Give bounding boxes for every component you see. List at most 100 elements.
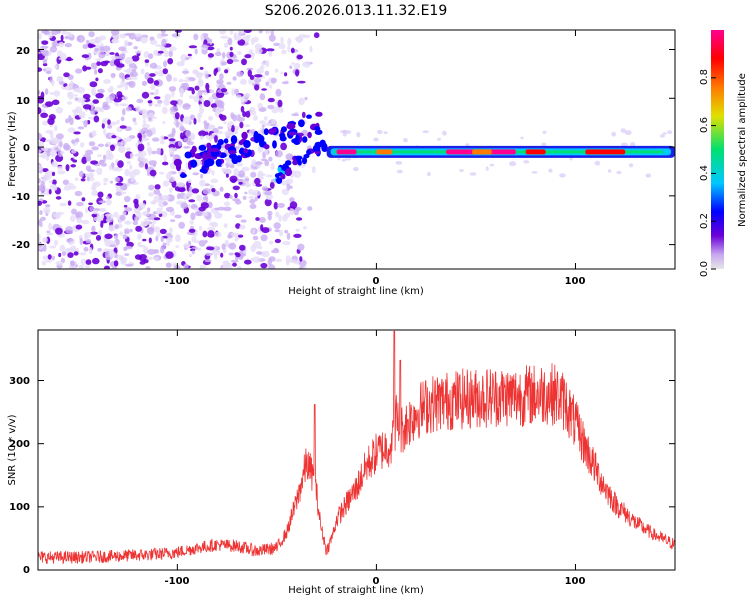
noise-blob (465, 143, 470, 147)
ridge-blob (210, 147, 219, 153)
noise-blob (149, 169, 157, 177)
noise-blob (42, 58, 48, 64)
noise-blob (234, 88, 239, 95)
noise-blob (212, 128, 219, 133)
noise-blob (256, 251, 263, 255)
noise-blob (177, 140, 183, 147)
noise-blob (63, 72, 70, 78)
noise-blob (226, 58, 234, 65)
noise-blob (95, 77, 99, 82)
ridge-blob (191, 145, 197, 153)
noise-blob (253, 77, 262, 83)
noise-blob (112, 167, 118, 172)
noise-blob (251, 159, 257, 167)
noise-blob (199, 135, 204, 140)
colorbar-tick-label: 0.0 (699, 261, 710, 277)
noise-blob (243, 250, 247, 254)
noise-blob (249, 203, 257, 209)
noise-blob (344, 130, 352, 134)
noise-blob (197, 112, 203, 119)
noise-blob (38, 219, 43, 227)
noise-blob (247, 69, 252, 77)
noise-blob (149, 62, 158, 69)
ridge-blob (259, 139, 265, 148)
noise-blob (294, 36, 304, 42)
noise-blob (81, 54, 90, 58)
noise-blob (72, 159, 78, 163)
noise-blob (155, 209, 164, 215)
noise-blob (185, 56, 190, 61)
noise-blob (163, 98, 170, 106)
noise-blob (199, 179, 206, 187)
noise-blob (221, 265, 229, 269)
noise-blob (69, 117, 74, 125)
noise-blob (60, 150, 65, 154)
ridge-blob (312, 144, 321, 152)
noise-blob (280, 142, 287, 151)
noise-blob (55, 133, 64, 140)
y-tick-label: -10 (12, 192, 30, 203)
noise-blob (49, 245, 57, 249)
noise-blob (291, 62, 295, 65)
noise-blob (134, 153, 142, 157)
noise-blob (183, 243, 191, 249)
noise-blob (296, 54, 303, 60)
noise-blob (210, 178, 219, 184)
noise-blob (85, 156, 91, 162)
noise-blob (78, 264, 85, 269)
noise-blob (255, 217, 260, 221)
noise-blob (129, 152, 134, 159)
noise-blob (103, 60, 111, 64)
ridge-blob (244, 152, 251, 157)
noise-blob (236, 71, 244, 77)
noise-blob (170, 106, 179, 112)
noise-blob (171, 90, 175, 98)
noise-blob (69, 260, 76, 267)
noise-blob (248, 195, 255, 200)
noise-blob (46, 232, 54, 236)
noise-blob (146, 227, 152, 233)
noise-blob (148, 53, 154, 60)
noise-blob (223, 206, 232, 212)
noise-blob (337, 157, 341, 161)
noise-blob (270, 162, 275, 171)
noise-blob (114, 224, 119, 230)
ridge-blob (297, 159, 302, 166)
ridge-blob (315, 111, 323, 117)
noise-blob (100, 162, 107, 167)
noise-blob (204, 259, 212, 263)
noise-blob (285, 178, 294, 185)
noise-blob (129, 164, 133, 170)
noise-blob (259, 93, 266, 101)
noise-blob (239, 224, 246, 230)
noise-blob (175, 30, 182, 33)
noise-blob (178, 100, 182, 108)
noise-blob (117, 160, 124, 168)
noise-blob (106, 218, 114, 223)
noise-blob (250, 171, 257, 178)
colorbar-tick-label: 0.2 (699, 213, 710, 229)
noise-blob (104, 239, 112, 247)
ridge-blob (286, 122, 296, 130)
noise-blob (147, 100, 153, 104)
noise-blob (224, 261, 229, 267)
noise-blob (48, 222, 52, 231)
noise-blob (74, 97, 79, 101)
noise-blob (287, 37, 292, 46)
noise-blob (240, 78, 247, 85)
noise-blob (88, 44, 96, 48)
ridge-blob (280, 173, 286, 180)
colorbar-tick-label: 0.8 (699, 69, 710, 85)
ridge-blob (199, 168, 208, 173)
noise-blob (165, 206, 175, 212)
noise-blob (38, 32, 42, 40)
noise-blob (541, 142, 547, 146)
noise-blob (146, 256, 153, 260)
noise-blob (211, 170, 215, 176)
noise-blob (264, 147, 269, 155)
noise-blob (255, 161, 263, 165)
noise-blob (194, 85, 200, 91)
noise-blob (133, 46, 138, 50)
noise-blob (246, 67, 254, 71)
noise-blob (81, 219, 90, 225)
